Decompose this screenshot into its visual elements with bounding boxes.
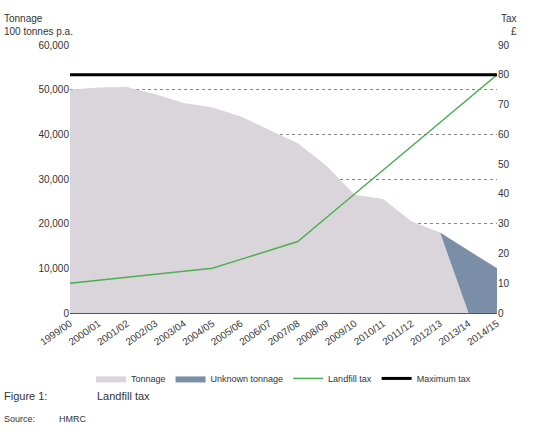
svg-text:60,000: 60,000 xyxy=(38,40,69,51)
svg-text:20,000: 20,000 xyxy=(38,218,69,229)
svg-text:2000/01: 2000/01 xyxy=(67,317,103,347)
svg-text:Source:: Source: xyxy=(4,414,35,424)
svg-text:Maximum tax: Maximum tax xyxy=(417,374,471,384)
svg-text:20: 20 xyxy=(498,248,510,259)
svg-text:0: 0 xyxy=(63,308,69,319)
svg-text:80: 80 xyxy=(498,69,510,80)
svg-text:60: 60 xyxy=(498,129,510,140)
svg-text:2008/09: 2008/09 xyxy=(294,317,330,347)
svg-text:2012/13: 2012/13 xyxy=(408,317,444,347)
svg-text:30,000: 30,000 xyxy=(38,174,69,185)
svg-text:10,000: 10,000 xyxy=(38,263,69,274)
svg-text:2007/08: 2007/08 xyxy=(266,317,302,347)
svg-text:Tax£: Tax£ xyxy=(501,13,517,37)
svg-text:10: 10 xyxy=(498,278,510,289)
svg-text:Unknown tonnage: Unknown tonnage xyxy=(211,374,284,384)
svg-text:Tonnage: Tonnage xyxy=(131,374,166,384)
svg-text:0: 0 xyxy=(498,308,504,319)
svg-text:2005/06: 2005/06 xyxy=(209,317,245,347)
svg-text:40: 40 xyxy=(498,188,510,199)
svg-text:Landfill tax: Landfill tax xyxy=(328,374,372,384)
svg-text:50,000: 50,000 xyxy=(38,84,69,95)
svg-text:Figure 1:: Figure 1: xyxy=(4,390,47,402)
svg-text:90: 90 xyxy=(498,40,510,51)
svg-text:1999/00: 1999/00 xyxy=(38,317,74,347)
svg-text:40,000: 40,000 xyxy=(38,129,69,140)
svg-text:2011/12: 2011/12 xyxy=(380,317,416,347)
svg-text:2001/02: 2001/02 xyxy=(95,317,131,347)
svg-text:2009/10: 2009/10 xyxy=(323,317,359,347)
svg-text:Tonnage100 tonnes p.a.: Tonnage100 tonnes p.a. xyxy=(4,13,73,37)
svg-text:50: 50 xyxy=(498,159,510,170)
svg-text:HMRC: HMRC xyxy=(59,414,86,424)
svg-text:2013/14: 2013/14 xyxy=(437,317,473,347)
svg-text:2014/15: 2014/15 xyxy=(465,317,501,347)
svg-text:70: 70 xyxy=(498,99,510,110)
svg-text:2006/07: 2006/07 xyxy=(237,317,273,347)
svg-text:Landfill tax: Landfill tax xyxy=(97,390,150,402)
svg-text:2003/04: 2003/04 xyxy=(152,317,188,347)
svg-text:2010/11: 2010/11 xyxy=(352,317,388,347)
svg-text:2002/03: 2002/03 xyxy=(123,317,159,347)
svg-text:30: 30 xyxy=(498,218,510,229)
svg-text:2004/05: 2004/05 xyxy=(180,317,216,347)
